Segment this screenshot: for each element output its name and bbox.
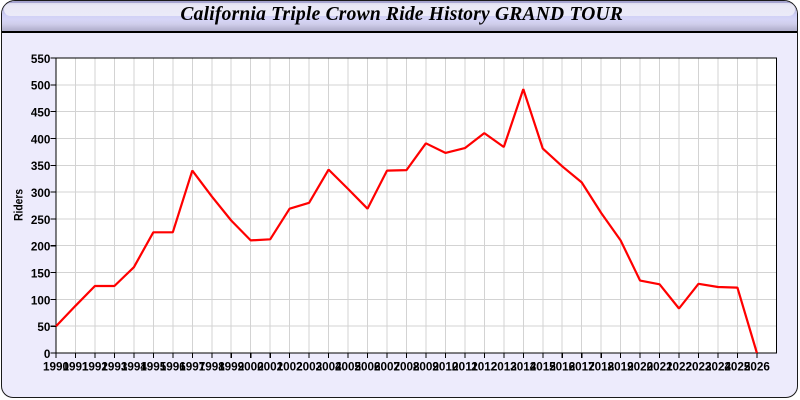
svg-text:2002: 2002 bbox=[277, 359, 303, 373]
svg-text:1991: 1991 bbox=[63, 359, 89, 373]
svg-text:1993: 1993 bbox=[101, 359, 127, 373]
svg-text:Riders: Riders bbox=[12, 189, 26, 221]
svg-text:2021: 2021 bbox=[647, 359, 673, 373]
svg-text:2012: 2012 bbox=[471, 359, 497, 373]
svg-text:300: 300 bbox=[31, 186, 51, 200]
svg-text:2020: 2020 bbox=[627, 359, 653, 373]
svg-text:2009: 2009 bbox=[413, 359, 439, 373]
svg-text:2013: 2013 bbox=[491, 359, 517, 373]
svg-text:2004: 2004 bbox=[316, 359, 342, 373]
svg-text:1992: 1992 bbox=[82, 359, 108, 373]
svg-text:2017: 2017 bbox=[569, 359, 595, 373]
svg-text:2011: 2011 bbox=[452, 359, 478, 373]
svg-text:100: 100 bbox=[31, 293, 51, 307]
svg-text:2022: 2022 bbox=[666, 359, 692, 373]
svg-text:2026: 2026 bbox=[744, 359, 770, 373]
svg-text:250: 250 bbox=[31, 213, 51, 227]
svg-text:2001: 2001 bbox=[257, 359, 283, 373]
svg-text:2015: 2015 bbox=[530, 359, 556, 373]
svg-text:550: 550 bbox=[31, 52, 51, 66]
svg-text:2007: 2007 bbox=[374, 359, 400, 373]
svg-text:2010: 2010 bbox=[432, 359, 458, 373]
svg-text:450: 450 bbox=[31, 106, 51, 120]
svg-text:2014: 2014 bbox=[510, 359, 536, 373]
svg-text:2025: 2025 bbox=[724, 359, 750, 373]
svg-text:200: 200 bbox=[31, 240, 51, 254]
svg-text:1990: 1990 bbox=[43, 359, 69, 373]
svg-text:2006: 2006 bbox=[355, 359, 381, 373]
svg-text:2016: 2016 bbox=[549, 359, 575, 373]
svg-text:1994: 1994 bbox=[121, 359, 147, 373]
svg-text:1995: 1995 bbox=[140, 359, 166, 373]
svg-text:2018: 2018 bbox=[588, 359, 614, 373]
svg-text:1996: 1996 bbox=[160, 359, 186, 373]
svg-text:2000: 2000 bbox=[238, 359, 264, 373]
svg-text:350: 350 bbox=[31, 159, 51, 173]
svg-text:2005: 2005 bbox=[335, 359, 361, 373]
svg-text:2008: 2008 bbox=[394, 359, 420, 373]
svg-text:1998: 1998 bbox=[199, 359, 225, 373]
svg-text:400: 400 bbox=[31, 132, 51, 146]
svg-text:2024: 2024 bbox=[705, 359, 731, 373]
svg-text:2003: 2003 bbox=[296, 359, 322, 373]
svg-text:2023: 2023 bbox=[686, 359, 712, 373]
svg-text:1999: 1999 bbox=[218, 359, 244, 373]
svg-text:50: 50 bbox=[37, 320, 50, 334]
svg-text:1997: 1997 bbox=[179, 359, 205, 373]
svg-text:2019: 2019 bbox=[608, 359, 634, 373]
svg-text:0: 0 bbox=[44, 347, 51, 361]
svg-text:500: 500 bbox=[31, 79, 51, 93]
svg-text:150: 150 bbox=[31, 266, 51, 280]
